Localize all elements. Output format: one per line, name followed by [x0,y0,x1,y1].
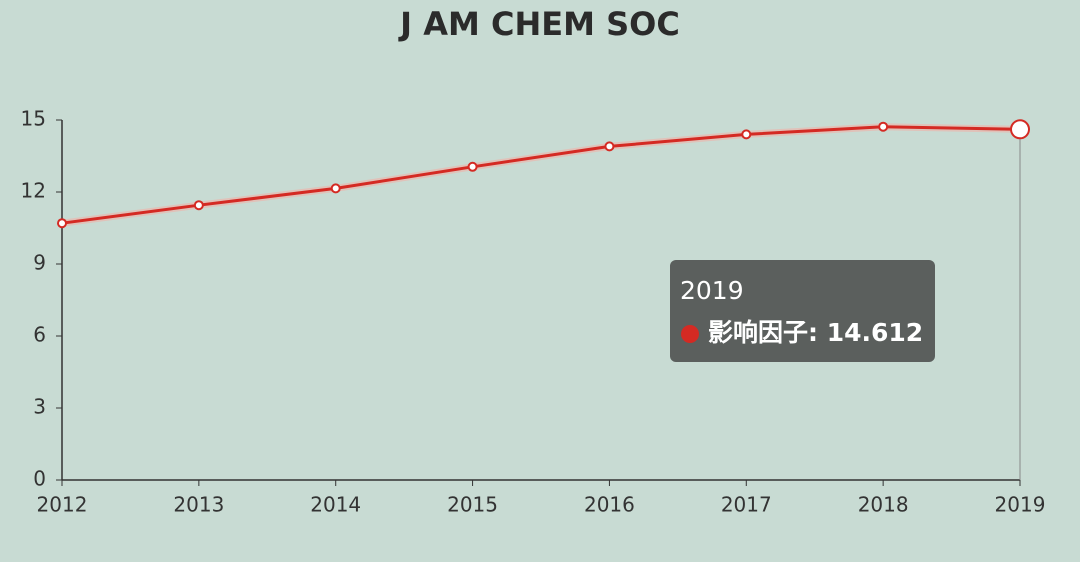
x-tick-label: 2016 [584,493,635,517]
x-tick-label: 2012 [37,493,88,517]
tooltip-marker [681,325,699,343]
y-tick-label: 9 [33,251,46,275]
y-tick-label: 0 [33,467,46,491]
point [604,141,615,152]
tooltip-label: 影响因子: 14.612 [708,318,923,347]
x-tick-label: 2014 [310,493,361,517]
x-tick-label: 2017 [721,493,772,517]
point [878,121,889,132]
point [57,218,67,229]
tooltip: 2019 影响因子: 14.612 [670,260,935,362]
point [193,200,204,211]
y-tick-label: 6 [33,323,46,347]
line [61,125,1021,225]
x-tick-label: 2015 [447,493,498,517]
point [1010,119,1030,140]
point [330,183,341,194]
chart-title: J AM CHEM SOC [398,5,680,43]
y-tick-label: 3 [33,395,46,419]
x-tick-label: 2013 [173,493,224,517]
point [741,129,752,140]
y-tick-label: 15 [21,107,46,131]
x-tick-label: 2018 [858,493,909,517]
y-tick-label: 12 [21,179,46,203]
x-tick-label: 2019 [995,493,1046,517]
point [467,161,478,172]
tooltip-title: 2019 [680,276,744,305]
tooltip-box [670,260,935,362]
